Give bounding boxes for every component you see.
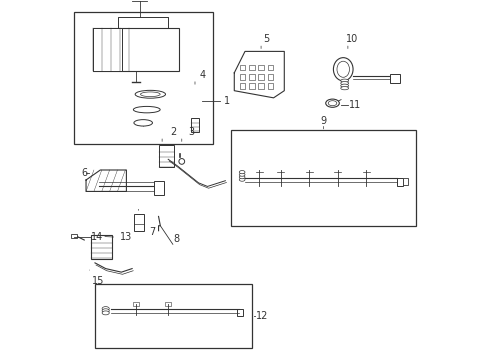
Bar <box>93 28 122 71</box>
Text: 12: 12 <box>256 311 268 321</box>
Ellipse shape <box>102 309 109 313</box>
Polygon shape <box>86 170 126 192</box>
Bar <box>74 12 213 144</box>
Ellipse shape <box>239 173 245 176</box>
Ellipse shape <box>341 87 348 90</box>
Bar <box>258 64 264 70</box>
Text: 6: 6 <box>82 168 88 178</box>
Bar <box>231 130 416 226</box>
Bar <box>237 309 243 316</box>
Text: 10: 10 <box>346 34 358 44</box>
Ellipse shape <box>239 178 245 181</box>
Bar <box>258 83 264 89</box>
Ellipse shape <box>328 101 337 106</box>
Bar <box>268 74 273 80</box>
Text: 14: 14 <box>92 232 104 242</box>
Ellipse shape <box>239 171 245 174</box>
Ellipse shape <box>179 158 185 164</box>
Text: 1: 1 <box>223 96 230 107</box>
Text: 8: 8 <box>173 234 180 244</box>
Bar <box>240 74 245 80</box>
Ellipse shape <box>341 84 348 87</box>
Bar <box>249 83 255 89</box>
Bar <box>258 74 264 80</box>
Bar <box>134 213 144 231</box>
Bar <box>92 235 112 259</box>
Bar <box>268 64 273 70</box>
Bar <box>165 302 171 306</box>
Bar <box>154 181 164 195</box>
Bar <box>72 234 77 238</box>
Text: 11: 11 <box>348 100 361 110</box>
Text: 13: 13 <box>120 232 132 242</box>
Bar <box>133 302 139 306</box>
Text: 15: 15 <box>92 276 105 287</box>
Polygon shape <box>234 51 284 98</box>
Text: 5: 5 <box>263 34 270 44</box>
Bar <box>397 178 403 186</box>
Ellipse shape <box>102 311 109 315</box>
Bar <box>240 64 245 70</box>
Bar <box>95 284 252 348</box>
Ellipse shape <box>341 82 348 85</box>
Ellipse shape <box>333 58 353 81</box>
Bar <box>240 83 245 89</box>
Bar <box>249 74 255 80</box>
Bar <box>390 74 400 83</box>
Bar <box>249 64 255 70</box>
Text: 9: 9 <box>320 116 327 126</box>
Text: 2: 2 <box>171 127 177 137</box>
Ellipse shape <box>239 176 245 179</box>
Bar <box>192 118 198 132</box>
Ellipse shape <box>141 92 160 96</box>
Text: 4: 4 <box>199 70 205 80</box>
Ellipse shape <box>133 107 160 113</box>
Ellipse shape <box>102 307 109 311</box>
Text: 3: 3 <box>188 127 195 137</box>
Bar <box>268 83 273 89</box>
Ellipse shape <box>337 61 349 77</box>
Ellipse shape <box>134 120 152 126</box>
Bar <box>93 28 179 71</box>
Bar <box>403 178 408 185</box>
Ellipse shape <box>135 90 166 98</box>
Ellipse shape <box>341 79 348 82</box>
Bar <box>159 145 174 167</box>
Text: 7: 7 <box>149 227 155 237</box>
Ellipse shape <box>326 99 339 107</box>
